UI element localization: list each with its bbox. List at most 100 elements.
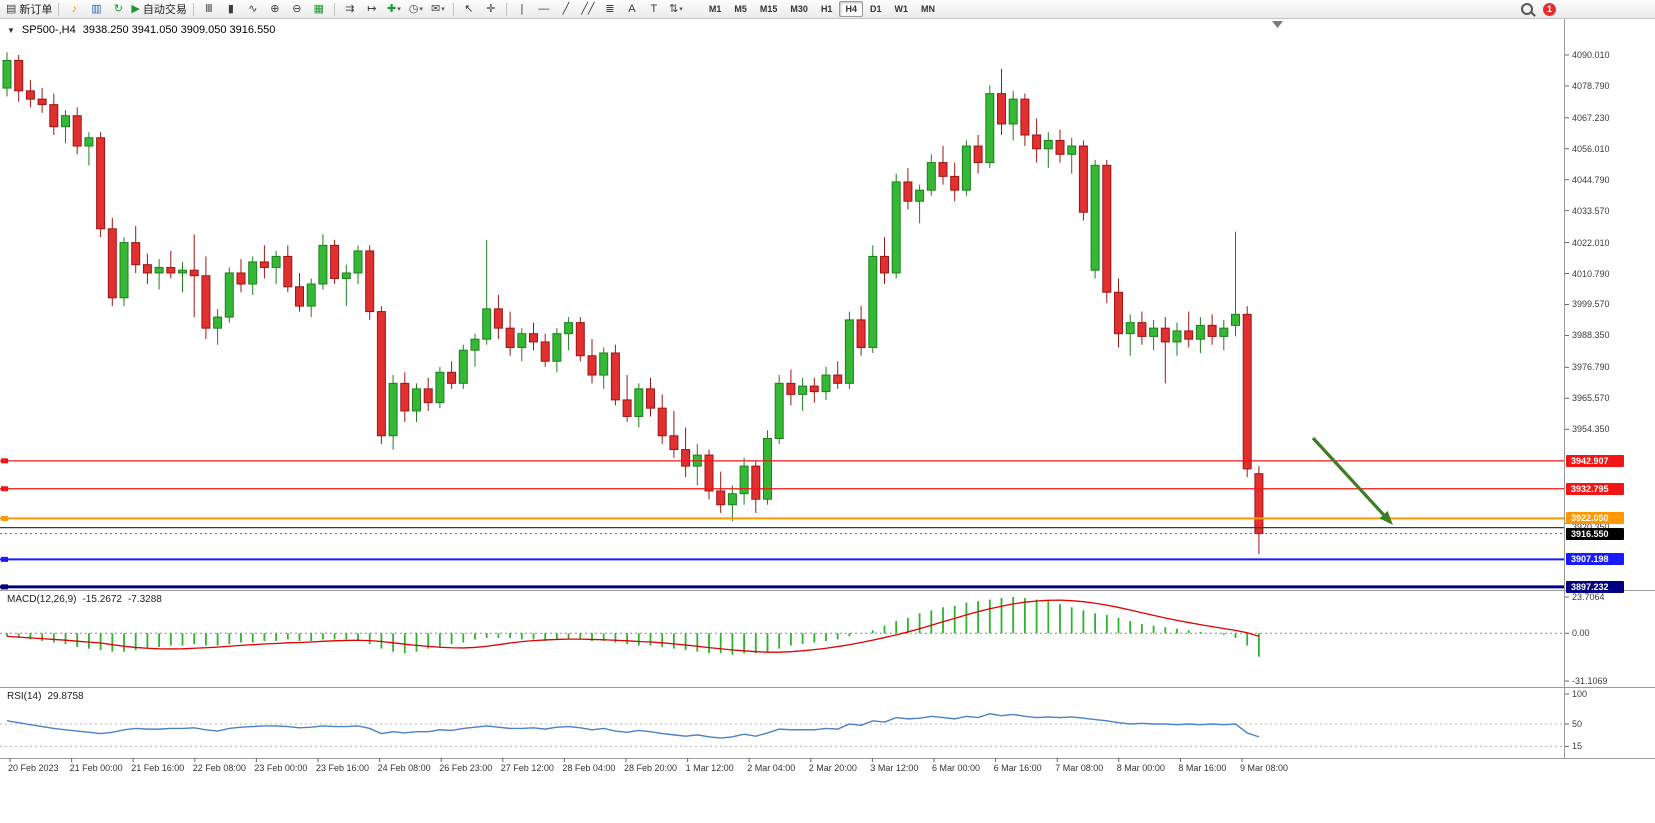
crosshair-icon: ✛ xyxy=(486,2,496,15)
bar-chart-button[interactable]: Ⅲ xyxy=(198,1,220,18)
price-tag: 3942.907 xyxy=(1566,454,1624,467)
price-scale-label: 4056.010 xyxy=(1572,143,1610,154)
market-watch-icon: ▥ xyxy=(91,2,102,15)
timeframe-button-m30[interactable]: M30 xyxy=(790,4,808,14)
search-icon[interactable] xyxy=(1521,3,1533,15)
text-tool-button[interactable]: A xyxy=(621,1,643,18)
macd-name: MACD(12,26,9) xyxy=(7,594,77,605)
zoom-in-button[interactable]: ⊕ xyxy=(264,1,286,18)
period-menu-button[interactable]: ◷ ▾ xyxy=(405,1,427,18)
macd-axis-label: 23.7064 xyxy=(1572,592,1605,602)
timeframe-button-mn[interactable]: MN xyxy=(920,4,935,14)
autotrading-label: 自动交易 xyxy=(142,4,187,16)
add-indicator-button[interactable]: ✚ ▾ xyxy=(383,1,405,18)
new-order-label: 新订单 xyxy=(19,4,53,16)
collapse-icon[interactable]: ▼ xyxy=(7,25,15,35)
vertical-line-icon: | xyxy=(520,2,524,15)
clock-icon: ◷ xyxy=(408,2,419,15)
chevron-down-icon: ▾ xyxy=(397,6,401,13)
rsi-axis-label: 100 xyxy=(1572,689,1588,699)
market-watch-button[interactable]: ▥ xyxy=(85,1,107,18)
price-scale-label: 4067.230 xyxy=(1572,112,1610,123)
fibonacci-icon: ≣ xyxy=(605,2,615,15)
trendline-tool-button[interactable]: ╱ xyxy=(555,1,577,18)
alert-sound-button[interactable]: ♪ xyxy=(63,1,85,18)
macd-axis-label: 0.00 xyxy=(1572,628,1590,639)
channel-icon: ╱╱ xyxy=(581,2,595,15)
autotrading-button[interactable]: ▶ 自动交易 xyxy=(129,1,188,18)
price-tag: 3932.795 xyxy=(1566,482,1624,495)
zoom-out-button[interactable]: ⊖ xyxy=(286,1,308,18)
notification-badge[interactable]: 1 xyxy=(1543,2,1556,16)
candlestick-chart-button[interactable]: ▮ xyxy=(220,1,242,18)
timeframe-button-m1[interactable]: M1 xyxy=(708,4,722,14)
text-icon: A xyxy=(628,2,636,15)
price-tag: 3907.198 xyxy=(1566,553,1624,566)
cursor-tool-button[interactable]: ↖ xyxy=(458,1,480,18)
timeframe-button-h1[interactable]: H1 xyxy=(820,4,833,14)
vertical-line-tool-button[interactable]: | xyxy=(511,1,533,18)
macd-indicator-label: MACD(12,26,9) -15.2672 -7.3288 xyxy=(7,594,162,605)
price-scale-label: 4044.790 xyxy=(1572,174,1610,185)
chart-title: ▼ SP500-,H4 3938.250 3941.050 3909.050 3… xyxy=(7,24,275,36)
new-order-icon: ▤ xyxy=(6,2,17,15)
price-scale-label: 4010.790 xyxy=(1572,268,1610,279)
toolbar-separator xyxy=(452,2,454,16)
price-scale-label: 3920.350 xyxy=(1572,522,1610,532)
timeframe-button-d1[interactable]: D1 xyxy=(869,4,882,14)
price-scale-label: 3954.350 xyxy=(1572,424,1610,435)
chevron-down-icon: ▾ xyxy=(419,6,423,13)
rsi-axis-label: 50 xyxy=(1572,719,1583,729)
arrows-icon: ⇅ xyxy=(669,2,679,15)
price-tag: 3897.232 xyxy=(1566,580,1624,593)
fibonacci-tool-button[interactable]: ≣ xyxy=(599,1,621,18)
trendline-icon: ╱ xyxy=(562,2,570,15)
template-menu-button[interactable]: ✉ ▾ xyxy=(427,1,449,18)
refresh-icon: ↻ xyxy=(113,2,124,15)
price-scale-label: 3965.570 xyxy=(1572,393,1610,404)
price-scale[interactable]: 4090.010 4078.790 4067.230 4056.010 4044.790… xyxy=(1565,0,1655,823)
rsi-axis-label: 15 xyxy=(1572,741,1583,752)
zoom-in-icon: ⊕ xyxy=(270,2,280,15)
price-scale-label: 4022.010 xyxy=(1572,237,1610,248)
timeframe-group: M1 M5 M15 M30 H1 H4 D1 W1 MN xyxy=(703,1,941,17)
channel-tool-button[interactable]: ╱╱ xyxy=(577,1,599,18)
tile-windows-button[interactable]: ▦ xyxy=(308,1,330,18)
timeframe-button-m5[interactable]: M5 xyxy=(734,4,747,14)
toolbar-separator xyxy=(505,2,507,16)
timeframe-button-w1[interactable]: W1 xyxy=(894,4,908,14)
rsi-value: 29.8758 xyxy=(47,691,84,702)
chevron-down-icon: ▾ xyxy=(679,6,683,13)
price-scale-label: 3976.790 xyxy=(1572,362,1610,373)
auto-scroll-icon: ↦ xyxy=(367,2,377,15)
arrows-tool-button[interactable]: ⇅ ▾ xyxy=(665,1,687,18)
line-chart-icon: ∿ xyxy=(248,2,258,15)
price-scale-label: 4090.010 xyxy=(1572,49,1610,60)
chart-shift-button[interactable]: ⇉ xyxy=(339,1,361,18)
new-order-button[interactable]: ▤ 新订单 xyxy=(4,1,54,18)
autotrading-play-icon: ▶ xyxy=(131,2,140,15)
line-chart-button[interactable]: ∿ xyxy=(242,1,264,18)
rsi-indicator-label: RSI(14) 29.8758 xyxy=(7,691,84,702)
auto-scroll-button[interactable]: ↦ xyxy=(361,1,383,18)
candlestick-chart-icon: ▮ xyxy=(227,2,234,15)
macd-main-value: -15.2672 xyxy=(82,594,122,605)
label-tool-button[interactable]: T xyxy=(643,1,665,18)
refresh-button[interactable]: ↻ xyxy=(107,1,129,18)
tile-windows-icon: ▦ xyxy=(313,2,325,15)
price-scale-label: 4078.790 xyxy=(1572,80,1610,91)
bar-chart-icon: Ⅲ xyxy=(205,2,213,15)
timeframe-button-h4[interactable]: H4 xyxy=(839,1,863,17)
rsi-name: RSI(14) xyxy=(7,691,42,702)
chart-shift-icon: ⇉ xyxy=(345,2,355,15)
horizontal-line-tool-button[interactable]: — xyxy=(533,1,555,18)
toolbar-separator xyxy=(58,2,60,16)
timeframe-button-m15[interactable]: M15 xyxy=(759,4,778,14)
toolbar-separator xyxy=(192,2,194,16)
price-tag: 3922.050 xyxy=(1566,512,1624,525)
macd-signal-value: -7.3288 xyxy=(127,594,162,605)
horizontal-line-icon: — xyxy=(538,2,550,15)
crosshair-tool-button[interactable]: ✛ xyxy=(480,1,502,18)
